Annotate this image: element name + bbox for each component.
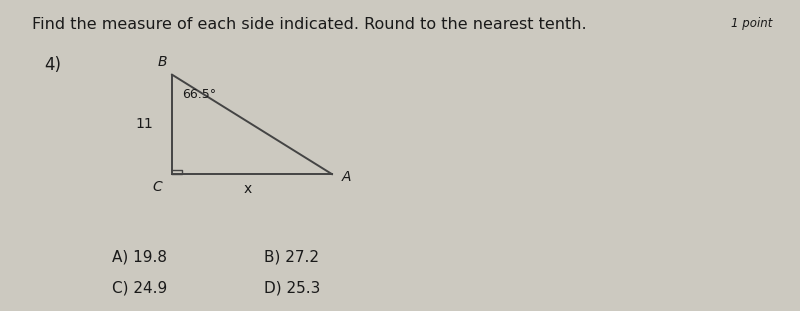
Text: Find the measure of each side indicated. Round to the nearest tenth.: Find the measure of each side indicated.… — [32, 17, 586, 32]
Text: A) 19.8: A) 19.8 — [112, 249, 167, 264]
Text: x: x — [244, 182, 252, 196]
Text: 4): 4) — [44, 56, 61, 74]
Text: A: A — [342, 170, 351, 184]
Text: 1 point: 1 point — [730, 17, 772, 30]
Text: B) 27.2: B) 27.2 — [264, 249, 319, 264]
Text: C: C — [153, 179, 162, 194]
Text: D) 25.3: D) 25.3 — [264, 280, 320, 295]
Text: 66.5°: 66.5° — [182, 88, 217, 101]
Text: B: B — [158, 55, 167, 69]
Text: 11: 11 — [136, 117, 154, 132]
Text: C) 24.9: C) 24.9 — [112, 280, 167, 295]
